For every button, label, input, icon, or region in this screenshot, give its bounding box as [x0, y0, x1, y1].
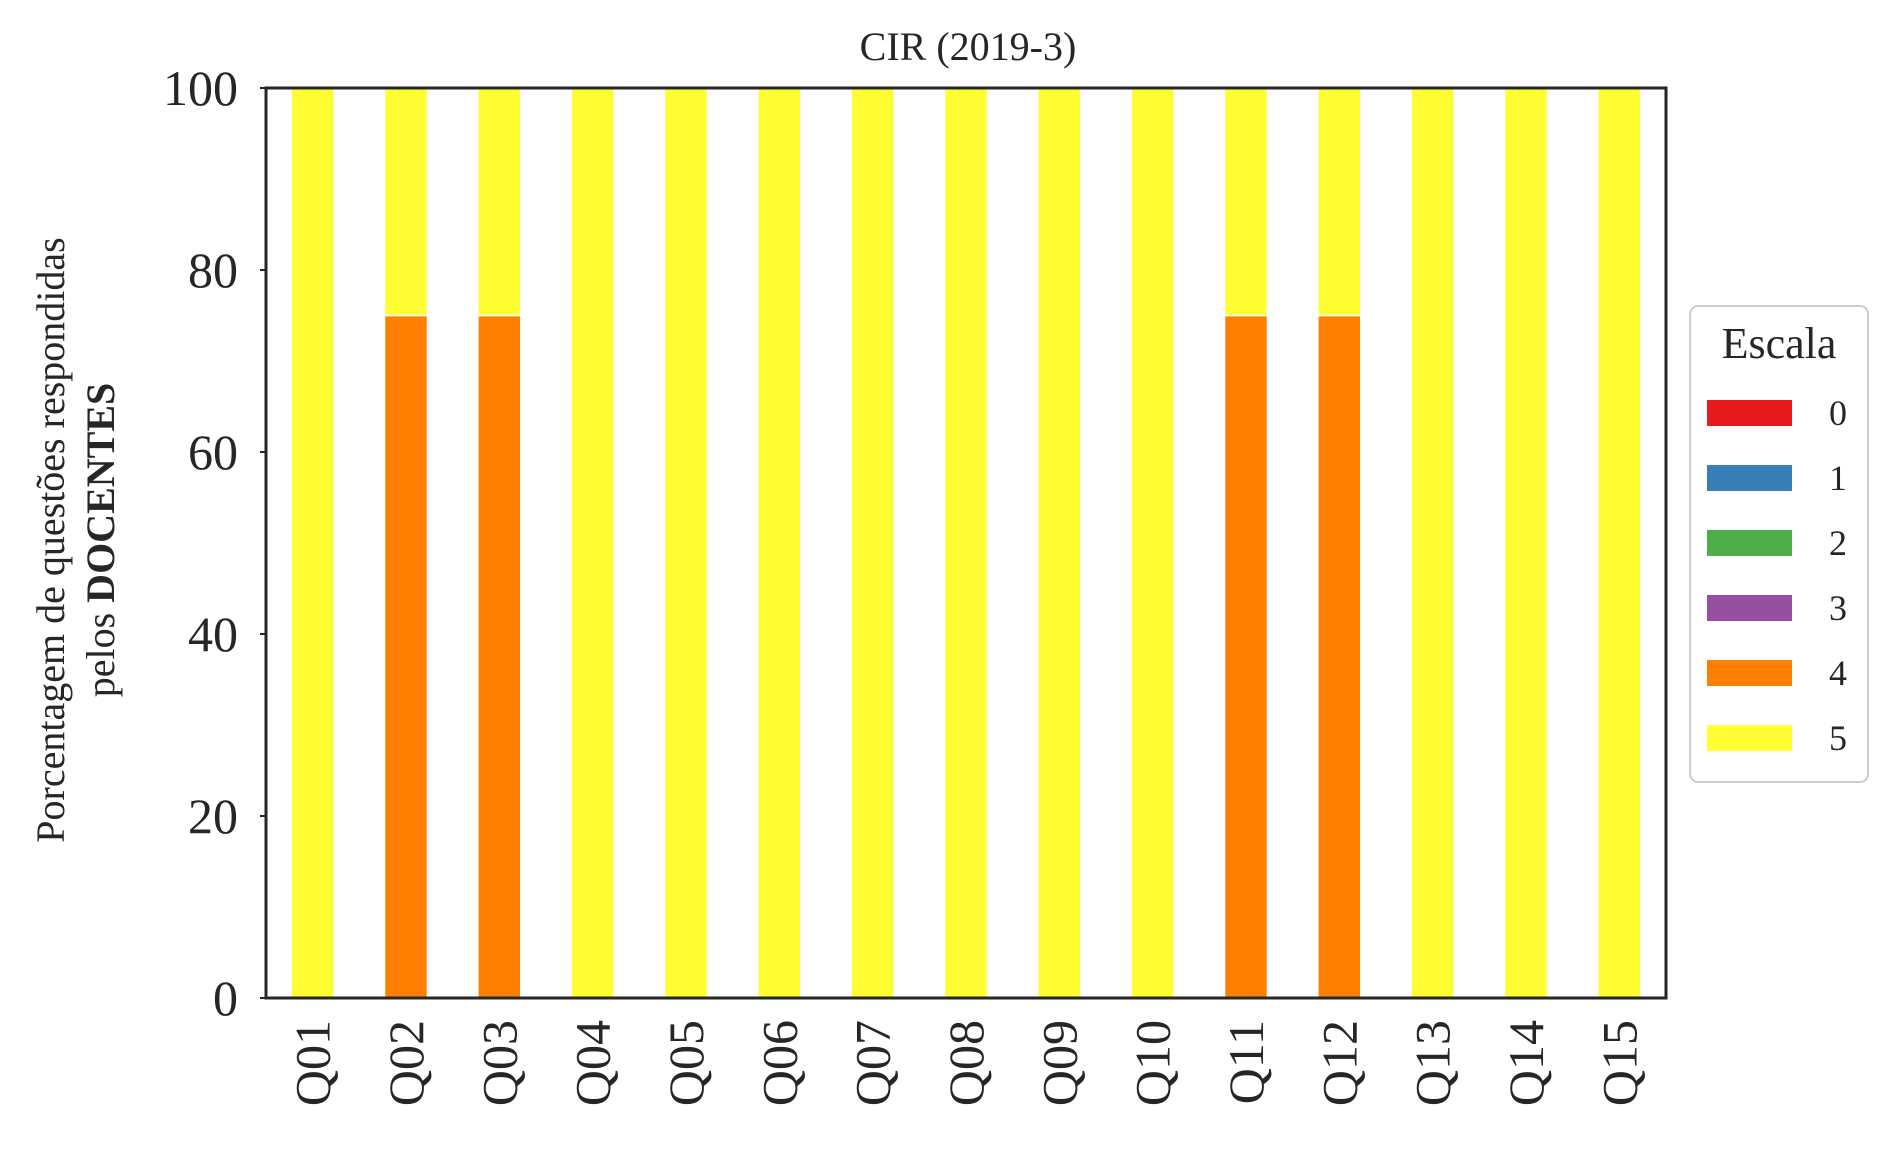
x-tick-label: Q13 — [1405, 1020, 1461, 1106]
bar-segment-q04-scale-5 — [570, 87, 615, 999]
x-tick-label: Q03 — [471, 1020, 527, 1106]
y-axis-label: Porcentagem de questões respondidas pelo… — [28, 237, 123, 842]
legend-swatch-scale-0 — [1707, 400, 1792, 426]
y-axis-label-prefix: pelos — [78, 603, 123, 697]
y-axis-label-line-2: pelos DOCENTES — [78, 383, 123, 698]
x-tick-label: Q08 — [938, 1020, 994, 1106]
x-tick-label: Q10 — [1125, 1020, 1181, 1106]
bar-segment-q11-scale-5 — [1223, 87, 1269, 317]
legend-label-scale-4: 4 — [1829, 653, 1847, 693]
y-tick-label: 80 — [188, 242, 238, 298]
bar-segment-q09-scale-5 — [1037, 87, 1082, 999]
legend-items: 0 1 2 3 4 5 — [1707, 393, 1847, 758]
legend-label-scale-3: 3 — [1829, 588, 1847, 628]
bar-segment-q12-scale-5 — [1317, 87, 1362, 317]
x-tick-label: Q11 — [1218, 1020, 1274, 1104]
bar-segment-q02-scale-5 — [383, 87, 429, 317]
x-tick-label: Q14 — [1498, 1020, 1554, 1106]
legend-swatch-scale-5 — [1707, 725, 1792, 751]
y-axis-label-emphasis: DOCENTES — [78, 383, 123, 603]
y-tick-label: 40 — [188, 606, 238, 662]
bar-segment-q13-scale-5 — [1410, 87, 1455, 999]
y-ticks: 0 20 40 60 80 100 — [163, 60, 266, 1026]
y-tick-label: 60 — [188, 424, 238, 480]
legend-swatch-scale-2 — [1707, 530, 1792, 556]
bar-segment-q14-scale-5 — [1503, 87, 1549, 999]
x-tick-label: Q12 — [1311, 1020, 1367, 1106]
bar-segment-q12-scale-4 — [1317, 314, 1362, 999]
legend-swatch-scale-3 — [1707, 595, 1792, 621]
bar-segment-q06-scale-5 — [757, 87, 802, 999]
x-tick-label: Q02 — [378, 1020, 434, 1106]
bars-layer — [290, 87, 1642, 999]
bar-segment-q05-scale-5 — [663, 87, 709, 999]
plot-frame — [264, 86, 1668, 1000]
bar-segment-q03-scale-5 — [477, 87, 522, 317]
x-tick-label: Q07 — [845, 1020, 901, 1106]
x-tick-label: Q05 — [658, 1020, 714, 1106]
legend: Escala 0 1 2 3 4 5 — [1689, 305, 1869, 783]
bar-segment-q10-scale-5 — [1130, 87, 1175, 999]
legend-title: Escala — [1722, 319, 1837, 368]
legend-swatch-scale-4 — [1707, 660, 1792, 686]
legend-label-scale-0: 0 — [1829, 393, 1847, 433]
x-ticks: Q01 Q02 Q03 Q04 Q05 Q06 Q07 Q08 Q09 Q10 Q11 Q12 Q13 Q… — [285, 1020, 1648, 1106]
y-axis-label-line-1: Porcentagem de questões respondidas — [28, 237, 73, 842]
y-tick-label: 20 — [188, 788, 238, 844]
x-tick-label: Q01 — [285, 1020, 341, 1106]
y-tick-label: 100 — [163, 60, 238, 116]
x-tick-label: Q15 — [1591, 1020, 1647, 1106]
bar-segment-q11-scale-4 — [1223, 314, 1269, 999]
bar-segment-q01-scale-5 — [290, 87, 335, 999]
bar-segment-q03-scale-4 — [477, 314, 522, 999]
y-tick-label: 0 — [213, 970, 238, 1026]
chart-title: CIR (2019-3) — [860, 24, 1077, 69]
legend-label-scale-2: 2 — [1829, 523, 1847, 563]
bar-segment-q08-scale-5 — [943, 87, 989, 999]
x-tick-label: Q09 — [1031, 1020, 1087, 1106]
legend-swatch-scale-1 — [1707, 465, 1792, 491]
x-tick-label: Q06 — [751, 1020, 807, 1106]
bar-segment-q15-scale-5 — [1597, 87, 1642, 999]
legend-label-scale-5: 5 — [1829, 718, 1847, 758]
bar-segment-q07-scale-5 — [850, 87, 895, 999]
x-tick-label: Q04 — [565, 1020, 621, 1106]
bar-segment-q02-scale-4 — [383, 314, 429, 999]
legend-label-scale-1: 1 — [1829, 458, 1847, 498]
